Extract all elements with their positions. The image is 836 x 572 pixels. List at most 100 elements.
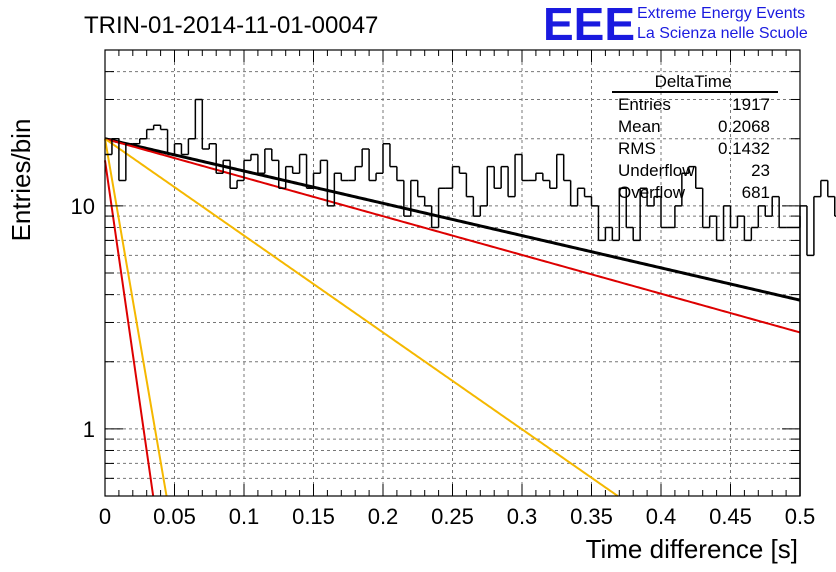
- histogram-bin: [458, 166, 467, 175]
- histogram-bin: [180, 143, 189, 156]
- y-tick-labels: 1 10: [71, 194, 95, 442]
- histogram-bin: [451, 165, 460, 189]
- axis-ticks: [104, 49, 801, 497]
- histogram-bin: [729, 205, 738, 229]
- histogram-bin: [312, 172, 321, 189]
- histogram-bin: [305, 154, 314, 189]
- x-tick-labels: 0 0.05 0.1 0.15 0.2 0.25 0.3 0.35 0.4 0.45 0.5: [99, 504, 815, 529]
- histogram-bin: [271, 148, 279, 162]
- histogram-bin: [382, 142, 390, 174]
- fit-curve: [104, 137, 801, 302]
- histogram-bin: [145, 128, 154, 139]
- stats-value: 1917: [732, 95, 770, 114]
- histogram-bin: [173, 142, 182, 155]
- histogram-bin: [437, 187, 446, 228]
- histogram-bin: [764, 205, 773, 217]
- histogram-bin: [778, 196, 787, 229]
- histogram-bin: [771, 195, 780, 217]
- histogram-bin: [542, 173, 550, 182]
- histogram-bin: [236, 179, 244, 189]
- histogram-bin: [264, 148, 272, 174]
- histogram-bin: [201, 99, 210, 150]
- histogram-bin: [486, 165, 495, 206]
- histogram-bin: [417, 180, 425, 198]
- histogram-bin: [611, 227, 620, 242]
- x-tick-label: 0.2: [368, 504, 399, 529]
- stats-value: 0.1432: [718, 139, 770, 158]
- histogram-bin: [806, 205, 814, 257]
- histogram-bin: [722, 205, 731, 241]
- histogram-bin: [118, 138, 126, 182]
- logo-line2: La Scienza nelle Scuole: [637, 25, 808, 42]
- histogram-bin: [674, 205, 682, 228]
- histogram-bin: [708, 215, 717, 228]
- x-tick-label: 0.4: [646, 504, 677, 529]
- logo-line1: Extreme Energy Events: [637, 5, 805, 22]
- fit-curve: [104, 137, 801, 334]
- histogram-bin: [597, 205, 606, 242]
- histogram-bin: [194, 98, 203, 139]
- histogram-bin: [590, 196, 599, 207]
- histogram-bin: [375, 172, 383, 181]
- y-tick-label: 10: [71, 194, 95, 219]
- histogram-bin: [618, 187, 627, 241]
- histogram-bin: [562, 154, 571, 182]
- histogram-bin: [250, 153, 258, 161]
- histogram-bin: [820, 179, 828, 197]
- histogram-bin: [472, 196, 481, 217]
- histogram-bin: [410, 179, 418, 217]
- x-tick-label: 0: [99, 504, 111, 529]
- fit-curve: [104, 138, 168, 497]
- histogram-bin: [215, 143, 224, 175]
- histogram-bin: [298, 153, 307, 174]
- histogram-bin: [653, 195, 661, 206]
- x-tick-label: 0.3: [507, 504, 538, 529]
- histogram-bin: [736, 215, 745, 228]
- stats-label: Underflow: [618, 161, 695, 180]
- histogram-bin: [354, 165, 363, 181]
- histogram-bin: [688, 165, 696, 174]
- histogram-bin: [681, 172, 689, 206]
- y-tick-label: 1: [83, 417, 95, 442]
- x-axis-title: Time difference [s]: [586, 534, 798, 564]
- histogram-bin: [576, 187, 585, 206]
- histogram-bin: [243, 159, 251, 181]
- stats-value: 681: [742, 183, 770, 202]
- histogram-bin: [333, 172, 342, 206]
- x-tick-label: 0.5: [785, 504, 816, 529]
- histogram-bin: [625, 188, 634, 229]
- fit-curve: [104, 137, 619, 497]
- histogram-bin: [361, 148, 370, 167]
- y-axis-title: Entries/bin: [6, 119, 36, 242]
- stats-value: 23: [751, 161, 770, 180]
- histogram-bin: [479, 205, 488, 217]
- histogram-bin: [389, 143, 397, 168]
- x-tick-label: 0.1: [229, 504, 260, 529]
- stats-title: DeltaTime: [655, 72, 732, 91]
- histogram-bin: [660, 196, 668, 229]
- histogram-bin: [701, 188, 710, 229]
- histogram-bin: [507, 166, 516, 198]
- histogram-bin: [695, 166, 703, 189]
- stats-label: Entries: [618, 95, 671, 114]
- histogram-bin: [152, 124, 161, 130]
- x-tick-label: 0.15: [292, 504, 335, 529]
- histogram-bin: [208, 142, 217, 149]
- histogram-bin: [514, 153, 522, 197]
- stats-label: Overflow: [618, 183, 686, 202]
- histogram-bin: [291, 166, 300, 175]
- histogram-bin: [604, 226, 613, 241]
- histogram-bin: [493, 166, 502, 189]
- histogram-bin: [535, 172, 543, 181]
- histogram-bin: [632, 227, 641, 242]
- eee-logo: EEE Extreme Energy Events La Scienza nel…: [543, 0, 808, 50]
- stats-box: DeltaTime Entries 1917 Mean 0.2068 RMS 0.1432…: [612, 72, 778, 202]
- fit-curves: [104, 137, 801, 497]
- histogram-bin: [423, 196, 432, 207]
- histogram-bin: [556, 153, 564, 189]
- histogram-bin: [284, 165, 293, 189]
- x-tick-label: 0.05: [153, 504, 196, 529]
- stats-label: Mean: [618, 117, 661, 136]
- stats-value: 0.2068: [718, 117, 770, 136]
